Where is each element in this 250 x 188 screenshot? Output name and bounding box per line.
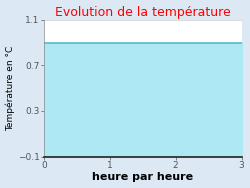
Y-axis label: Température en °C: Température en °C <box>6 45 15 131</box>
Title: Evolution de la température: Evolution de la température <box>55 6 231 19</box>
X-axis label: heure par heure: heure par heure <box>92 172 193 182</box>
